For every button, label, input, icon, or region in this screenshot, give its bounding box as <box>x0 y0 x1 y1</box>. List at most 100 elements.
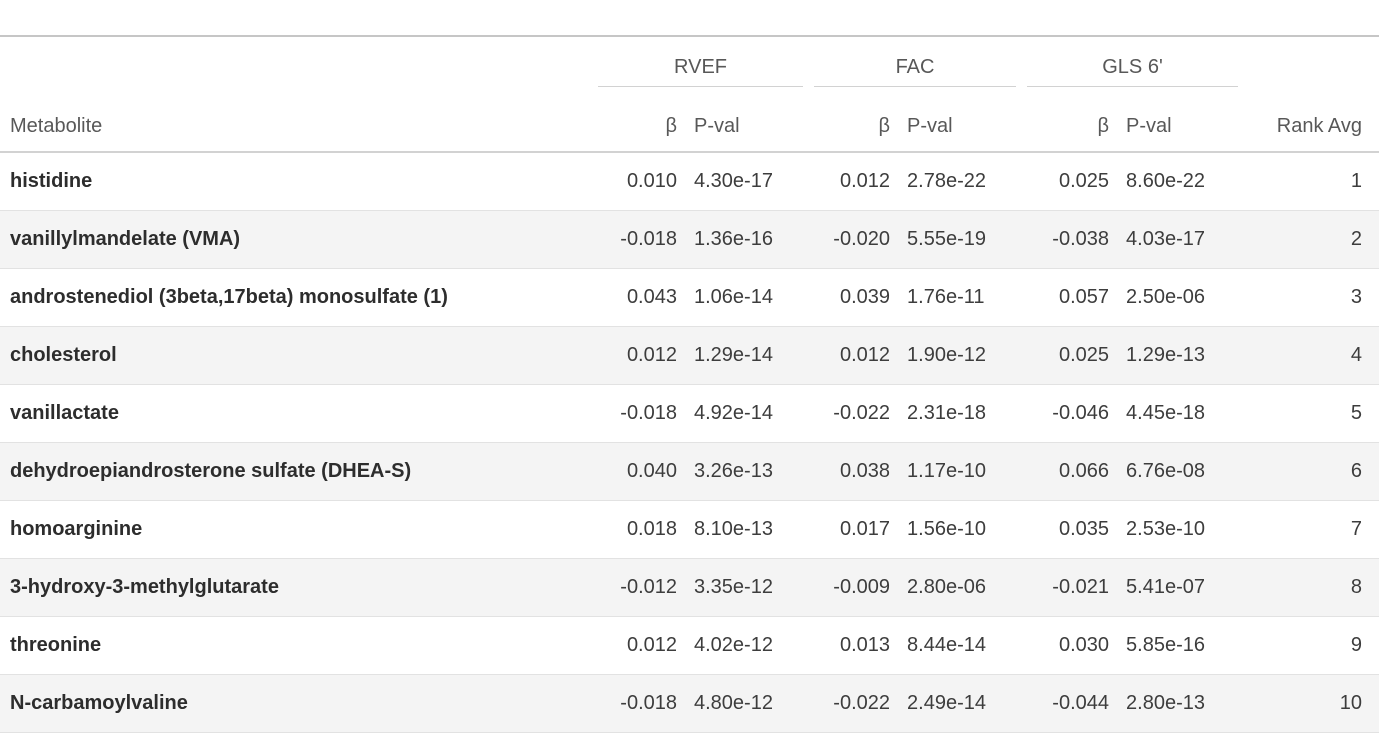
gls-beta-value: -0.046 <box>1016 384 1111 443</box>
spanner-fac: FAC <box>814 56 1017 87</box>
rvef-pval-value: 8.10e-13 <box>678 500 804 559</box>
fac-pval-value: 2.80e-06 <box>891 558 1017 617</box>
gls-pval-value: 2.53e-10 <box>1110 500 1239 559</box>
gls-beta-value: 0.025 <box>1016 326 1111 385</box>
column-header-rvef-beta: β <box>598 87 678 153</box>
fac-pval-value: 5.55e-19 <box>891 210 1017 269</box>
gls-pval-value: 2.50e-06 <box>1110 268 1239 327</box>
table-row: threonine 0.012 4.02e-12 0.013 8.44e-14 … <box>0 616 1379 675</box>
gls-beta-value: 0.066 <box>1016 442 1111 501</box>
rank-value: 8 <box>1238 558 1379 617</box>
fac-beta-value: 0.012 <box>803 152 892 211</box>
table-row: cholesterol 0.012 1.29e-14 0.012 1.90e-1… <box>0 326 1379 385</box>
rank-value: 4 <box>1238 326 1379 385</box>
gls-pval-value: 4.03e-17 <box>1110 210 1239 269</box>
fac-beta-value: 0.039 <box>803 268 892 327</box>
rank-value: 9 <box>1238 616 1379 675</box>
rvef-beta-value: -0.012 <box>598 558 678 617</box>
fac-beta-value: 0.012 <box>803 326 892 385</box>
rvef-pval-value: 3.35e-12 <box>678 558 804 617</box>
fac-pval-value: 1.56e-10 <box>891 500 1017 559</box>
fac-pval-value: 1.17e-10 <box>891 442 1017 501</box>
rank-value: 2 <box>1238 210 1379 269</box>
column-header-rvef-pval: P-val <box>678 87 804 153</box>
fac-pval-value: 2.49e-14 <box>891 674 1017 733</box>
rvef-pval-value: 4.30e-17 <box>678 152 804 211</box>
rvef-beta-value: -0.018 <box>598 674 678 733</box>
gls-beta-value: 0.057 <box>1016 268 1111 327</box>
spanner-header-row: RVEF FAC GLS 6' <box>0 36 1379 87</box>
gls-pval-value: 8.60e-22 <box>1110 152 1239 211</box>
rvef-beta-value: -0.018 <box>598 384 678 443</box>
gls-pval-value: 4.45e-18 <box>1110 384 1239 443</box>
column-header-gls-beta: β <box>1016 87 1111 153</box>
rank-value: 6 <box>1238 442 1379 501</box>
gls-pval-value: 1.29e-13 <box>1110 326 1239 385</box>
spanner-empty-rank <box>1238 36 1379 87</box>
metabolite-cell: vanillactate <box>0 384 598 443</box>
rvef-pval-value: 1.36e-16 <box>678 210 804 269</box>
table-row: androstenediol (3beta,17beta) monosulfat… <box>0 268 1379 327</box>
metabolite-cell: cholesterol <box>0 326 598 385</box>
spanner-gls: GLS 6' <box>1027 56 1239 87</box>
spanner-cell-gls: GLS 6' <box>1016 36 1239 87</box>
rvef-beta-value: 0.010 <box>598 152 678 211</box>
column-header-gls-pval: P-val <box>1110 87 1239 153</box>
rvef-beta-value: 0.040 <box>598 442 678 501</box>
rvef-beta-value: 0.043 <box>598 268 678 327</box>
gls-beta-value: 0.035 <box>1016 500 1111 559</box>
metabolite-cell: histidine <box>0 152 598 211</box>
table-row: N-carbamoylvaline -0.018 4.80e-12 -0.022… <box>0 674 1379 733</box>
column-header-row: Metabolite β P-val β P-val β P-val Rank … <box>0 87 1379 153</box>
metabolite-cell: homoarginine <box>0 500 598 559</box>
footnote-row: Note: Ranks are computed based on p-valu… <box>0 733 1379 743</box>
table-row: dehydroepiandrosterone sulfate (DHEA-S) … <box>0 442 1379 501</box>
fac-pval-value: 8.44e-14 <box>891 616 1017 675</box>
rank-value: 1 <box>1238 152 1379 211</box>
metabolite-cell: dehydroepiandrosterone sulfate (DHEA-S) <box>0 442 598 501</box>
rank-value: 7 <box>1238 500 1379 559</box>
rank-value: 3 <box>1238 268 1379 327</box>
rvef-pval-value: 1.29e-14 <box>678 326 804 385</box>
fac-pval-value: 1.90e-12 <box>891 326 1017 385</box>
column-header-rank-avg: Rank Avg <box>1238 87 1379 153</box>
metabolite-cell: androstenediol (3beta,17beta) monosulfat… <box>0 268 598 327</box>
table-row: vanillylmandelate (VMA) -0.018 1.36e-16 … <box>0 210 1379 269</box>
column-header-fac-pval: P-val <box>891 87 1017 153</box>
rvef-pval-value: 4.80e-12 <box>678 674 804 733</box>
table-row: 3-hydroxy-3-methylglutarate -0.012 3.35e… <box>0 558 1379 617</box>
rvef-beta-value: -0.018 <box>598 210 678 269</box>
table-note: Note: Ranks are computed based on p-valu… <box>0 733 1379 743</box>
spanner-cell-fac: FAC <box>803 36 1017 87</box>
table-row: vanillactate -0.018 4.92e-14 -0.022 2.31… <box>0 384 1379 443</box>
fac-pval-value: 2.31e-18 <box>891 384 1017 443</box>
fac-beta-value: -0.022 <box>803 674 892 733</box>
metabolite-cell: 3-hydroxy-3-methylglutarate <box>0 558 598 617</box>
metabolite-cell: threonine <box>0 616 598 675</box>
gls-beta-value: 0.030 <box>1016 616 1111 675</box>
rvef-pval-value: 4.02e-12 <box>678 616 804 675</box>
rank-value: 10 <box>1238 674 1379 733</box>
fac-pval-value: 2.78e-22 <box>891 152 1017 211</box>
gls-pval-value: 6.76e-08 <box>1110 442 1239 501</box>
fac-beta-value: -0.022 <box>803 384 892 443</box>
fac-beta-value: -0.020 <box>803 210 892 269</box>
fac-beta-value: 0.038 <box>803 442 892 501</box>
rvef-beta-value: 0.012 <box>598 616 678 675</box>
spanner-empty-metabolite <box>0 36 598 87</box>
fac-pval-value: 1.76e-11 <box>891 268 1017 327</box>
rank-value: 5 <box>1238 384 1379 443</box>
fac-beta-value: 0.017 <box>803 500 892 559</box>
rvef-pval-value: 3.26e-13 <box>678 442 804 501</box>
metabolite-cell: vanillylmandelate (VMA) <box>0 210 598 269</box>
table-row: histidine 0.010 4.30e-17 0.012 2.78e-22 … <box>0 152 1379 211</box>
gls-beta-value: -0.044 <box>1016 674 1111 733</box>
gls-beta-value: -0.021 <box>1016 558 1111 617</box>
fac-beta-value: 0.013 <box>803 616 892 675</box>
fac-beta-value: -0.009 <box>803 558 892 617</box>
gls-pval-value: 5.85e-16 <box>1110 616 1239 675</box>
gls-beta-value: -0.038 <box>1016 210 1111 269</box>
column-header-fac-beta: β <box>803 87 892 153</box>
table-row: homoarginine 0.018 8.10e-13 0.017 1.56e-… <box>0 500 1379 559</box>
metabolite-cell: N-carbamoylvaline <box>0 674 598 733</box>
